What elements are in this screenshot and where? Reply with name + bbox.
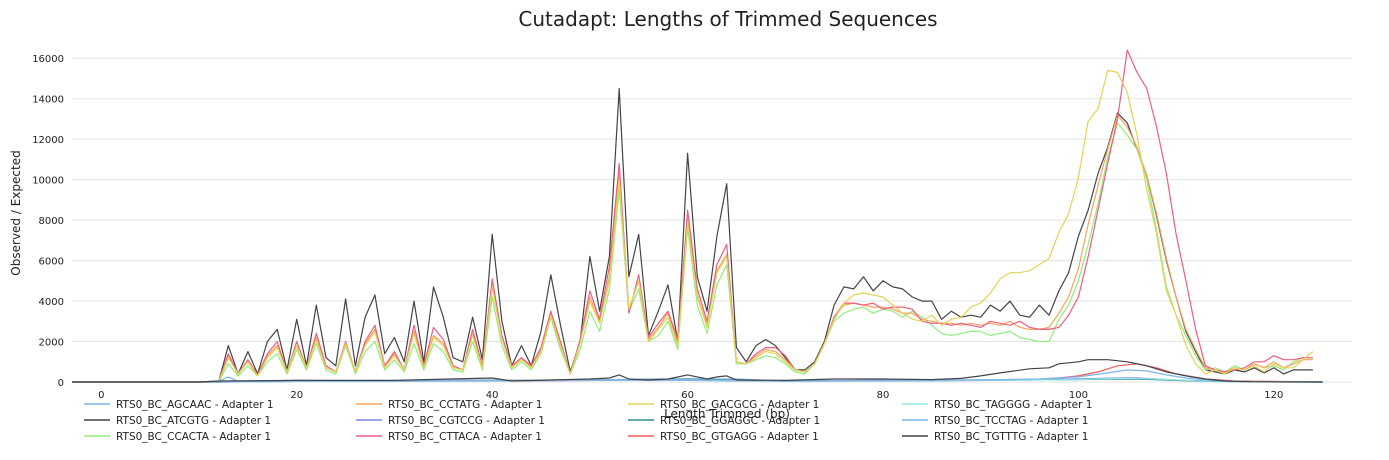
legend-item-label[interactable]: RTS0_BC_CTTACA - Adapter 1 <box>388 431 542 443</box>
legend-item-label[interactable]: RTS0_BC_CGTCCG - Adapter 1 <box>388 415 545 427</box>
legend-item-label[interactable]: RTS0_BC_GGAGGC - Adapter 1 <box>660 415 820 427</box>
legend-item-label[interactable]: RTS0_BC_GACGCG - Adapter 1 <box>660 399 819 411</box>
x-tick-label: 0 <box>98 390 104 401</box>
series-line-2 <box>72 88 1313 383</box>
grid-lines <box>72 57 1352 383</box>
x-axis-ticks: 0 20 40 60 80 100 120 <box>98 390 1283 401</box>
x-axis-label: Length Trimmed (bp) <box>664 407 790 421</box>
x-tick-label: 40 <box>486 390 499 401</box>
legend: RTS0_BC_AGCAAC - Adapter 1 RTS0_BC_ATCGTG… <box>84 399 1092 443</box>
legend-item-label[interactable]: RTS0_BC_TAGGGG - Adapter 1 <box>934 399 1092 411</box>
y-tick-label: 14000 <box>32 95 64 106</box>
y-tick-label: 12000 <box>32 135 64 146</box>
series-line-3 <box>72 122 1313 383</box>
series-lines <box>72 49 1323 383</box>
series-line-4 <box>72 114 1313 383</box>
series-line-7 <box>72 69 1314 383</box>
y-tick-label: 0 <box>58 378 64 389</box>
legend-item-label[interactable]: RTS0_BC_TGTTTG - Adapter 1 <box>934 431 1088 443</box>
legend-item-label[interactable]: RTS0_BC_AGCAAC - Adapter 1 <box>116 399 274 411</box>
legend-item-label[interactable]: RTS0_BC_CCTATG - Adapter 1 <box>388 399 542 411</box>
legend-item-label[interactable]: RTS0_BC_ATCGTG - Adapter 1 <box>116 415 271 427</box>
series-line-11 <box>72 369 1323 383</box>
legend-item-label[interactable]: RTS0_BC_GTGAGG - Adapter 1 <box>660 431 819 443</box>
legend-item-label[interactable]: RTS0_BC_TCCTAG - Adapter 1 <box>934 415 1088 427</box>
legend-item-label[interactable]: RTS0_BC_CCACTA - Adapter 1 <box>116 431 271 443</box>
y-tick-label: 6000 <box>39 257 64 268</box>
x-tick-label: 20 <box>290 390 303 401</box>
x-tick-label: 60 <box>681 390 694 401</box>
y-tick-label: 8000 <box>39 216 64 227</box>
y-tick-label: 4000 <box>39 297 64 308</box>
chart-title: Cutadapt: Lengths of Trimmed Sequences <box>518 7 937 31</box>
x-tick-label: 100 <box>1069 390 1088 401</box>
y-tick-label: 10000 <box>32 176 64 187</box>
y-axis-label: Observed / Expected <box>9 150 23 275</box>
x-tick-label: 80 <box>877 390 890 401</box>
y-axis-ticks: 0 2000 4000 6000 8000 10000 12000 14000 16000 <box>32 54 64 389</box>
x-tick-label: 120 <box>1264 390 1283 401</box>
series-line-12 <box>72 359 1323 383</box>
y-tick-label: 2000 <box>39 338 64 349</box>
y-tick-label: 16000 <box>32 54 64 65</box>
series-line-6 <box>72 49 1313 383</box>
